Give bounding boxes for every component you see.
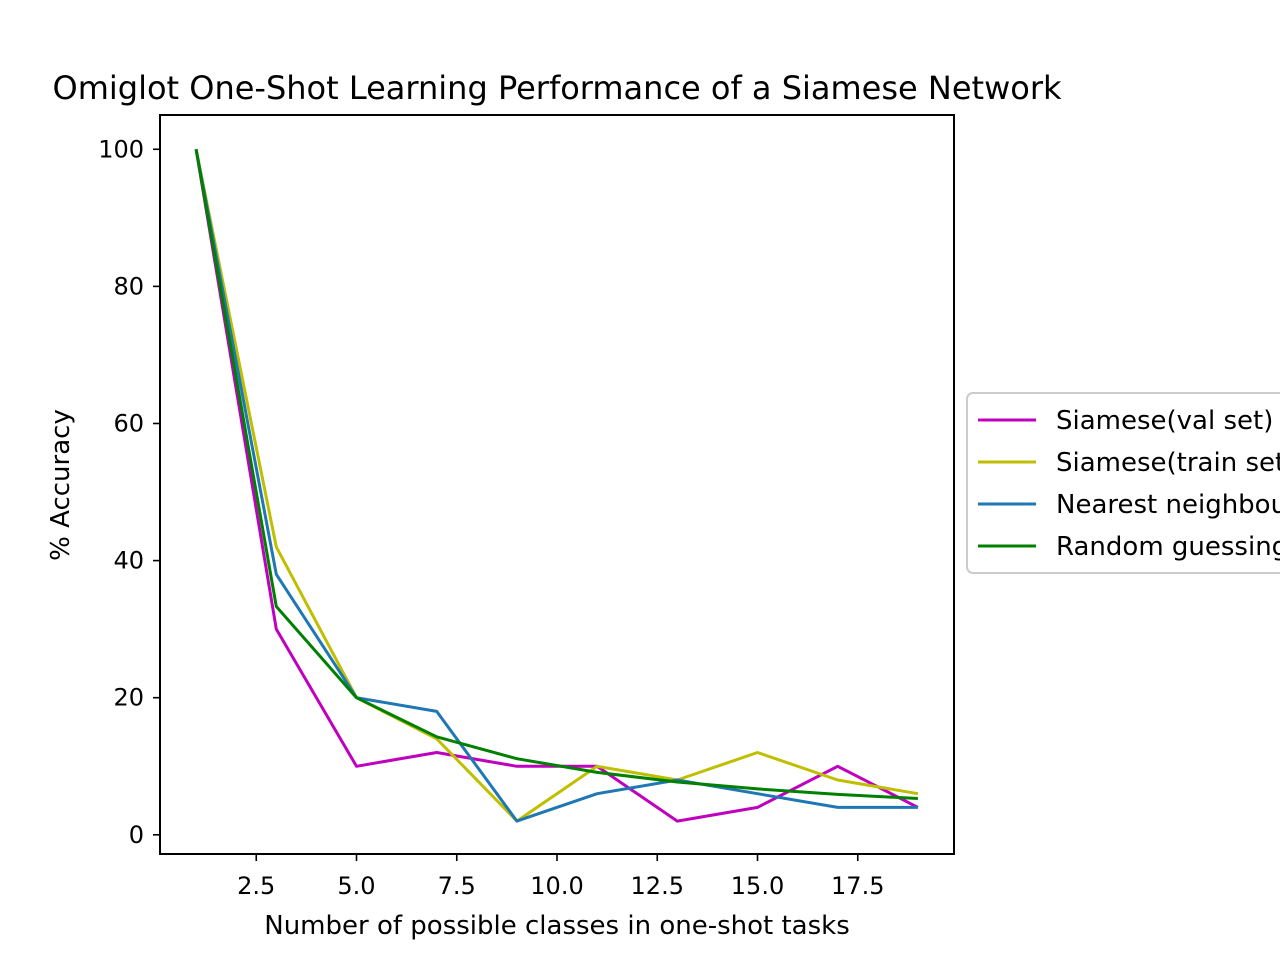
plot-area bbox=[160, 115, 954, 854]
x-tick-label: 10.0 bbox=[530, 872, 583, 900]
x-axis-label: Number of possible classes in one-shot t… bbox=[264, 911, 850, 941]
series-line-4 bbox=[194, 149, 918, 800]
y-tick-label: 0 bbox=[129, 821, 144, 849]
series-layer bbox=[194, 149, 919, 823]
x-tick-label: 17.5 bbox=[831, 872, 884, 900]
legend-box bbox=[966, 392, 1280, 574]
y-axis: 0 20 40 60 80 100 bbox=[98, 135, 160, 849]
chart-title: Omiglot One-Shot Learning Performance of… bbox=[53, 69, 1062, 107]
x-tick-label: 5.0 bbox=[337, 872, 375, 900]
x-tick-label: 15.0 bbox=[731, 872, 784, 900]
series-line-3 bbox=[194, 149, 918, 823]
legend: Siamese(val set) Siamese(train set) Neares… bbox=[966, 392, 1280, 574]
x-axis: 2.5 5.0 7.5 10.0 12.5 15.0 17.5 bbox=[237, 854, 884, 900]
x-tick-label: 12.5 bbox=[631, 872, 684, 900]
legend-label: Random guessing bbox=[1056, 532, 1280, 562]
legend-label: Siamese(train set) bbox=[1056, 448, 1280, 478]
x-tick-label: 2.5 bbox=[237, 872, 275, 900]
y-axis-label: % Accuracy bbox=[46, 409, 76, 561]
y-tick-label: 80 bbox=[113, 272, 144, 300]
y-tick-label: 100 bbox=[98, 135, 144, 163]
y-tick-label: 60 bbox=[113, 409, 144, 437]
y-tick-label: 40 bbox=[113, 547, 144, 575]
series-line-2 bbox=[194, 149, 919, 823]
legend-label: Nearest neighbour bbox=[1056, 490, 1280, 520]
y-tick-label: 20 bbox=[113, 684, 144, 712]
legend-label: Siamese(val set) bbox=[1056, 406, 1273, 436]
x-tick-label: 7.5 bbox=[438, 872, 476, 900]
